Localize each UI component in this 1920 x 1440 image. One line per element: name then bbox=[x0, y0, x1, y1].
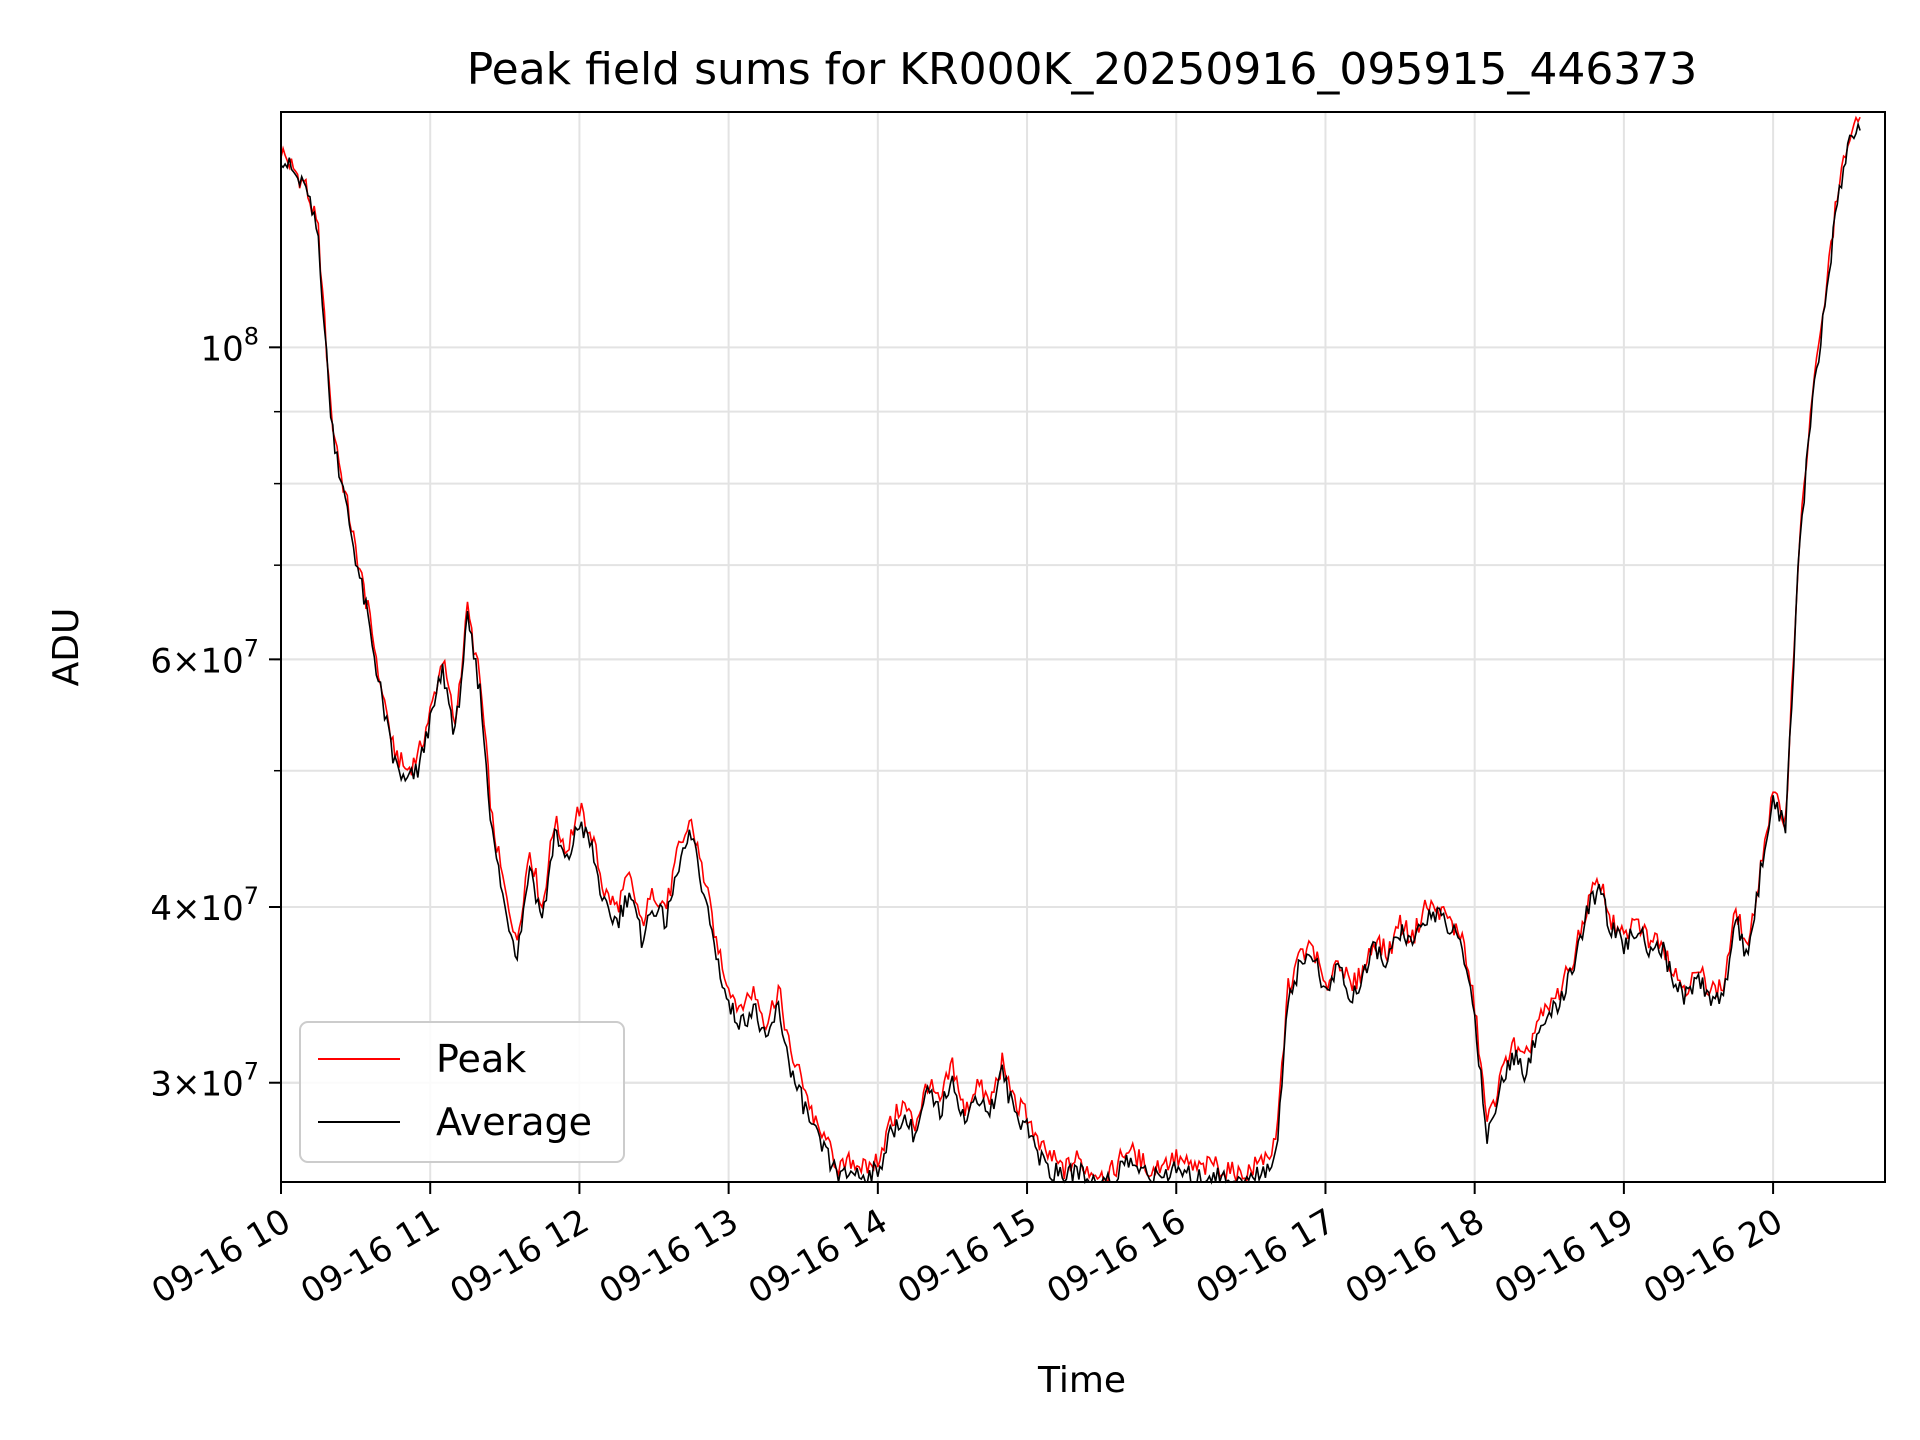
plot-lines bbox=[280, 115, 1861, 1185]
y-axis-label: ADU bbox=[46, 608, 87, 687]
y-tick-exponent: 8 bbox=[244, 322, 259, 350]
y-tick-base: 10 bbox=[200, 329, 243, 369]
y-tick-base: 10 bbox=[200, 641, 243, 681]
y-tick-label: 6×107 bbox=[150, 634, 259, 681]
y-tick-exponent: 7 bbox=[244, 634, 259, 662]
y-tick-mantissa: 3 bbox=[150, 1065, 172, 1105]
x-axis-label: Time bbox=[1037, 1360, 1126, 1401]
y-tick-label: 4×107 bbox=[150, 882, 259, 929]
y-tick-exponent: 7 bbox=[244, 882, 259, 910]
y-tick-mantissa: 4 bbox=[150, 889, 172, 929]
y-tick-base: 10 bbox=[200, 889, 243, 929]
y-tick-label: 3×107 bbox=[150, 1058, 259, 1105]
y-tick-mantissa: 6 bbox=[150, 641, 172, 681]
y-tick-times: × bbox=[172, 641, 201, 681]
legend: Peak Average bbox=[299, 1021, 625, 1163]
grid bbox=[280, 112, 1885, 1182]
y-tick-exponent: 7 bbox=[244, 1058, 259, 1086]
legend-label-average: Average bbox=[436, 1100, 592, 1144]
y-tick-times: × bbox=[172, 1065, 201, 1105]
series-line-average bbox=[280, 121, 1861, 1185]
chart-title: Peak field sums for KR000K_20250916_0959… bbox=[467, 44, 1698, 95]
y-tick-label: 108 bbox=[200, 322, 259, 369]
y-tick-times: × bbox=[172, 889, 201, 929]
y-tick-base: 10 bbox=[200, 1065, 243, 1105]
plot-frame bbox=[280, 111, 1886, 1183]
legend-label-peak: Peak bbox=[436, 1037, 526, 1081]
legend-box bbox=[299, 1021, 625, 1163]
